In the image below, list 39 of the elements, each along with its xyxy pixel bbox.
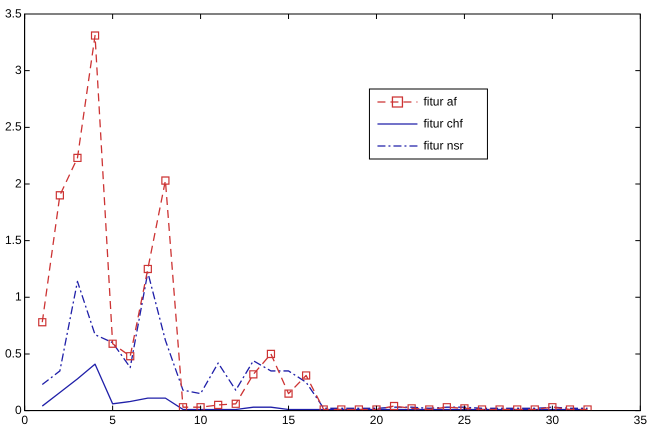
point: [232, 400, 240, 408]
point: [548, 403, 557, 411]
point: [266, 350, 276, 358]
legend-label: fitur af: [423, 94, 458, 108]
point: [302, 371, 310, 380]
point: [161, 176, 170, 185]
x-tick-label: 5: [109, 413, 116, 428]
x-tick-label: 15: [282, 413, 296, 428]
legend-label: fitur chf: [423, 116, 464, 130]
y-tick-label: 2.5: [4, 120, 22, 134]
point: [144, 264, 152, 274]
y-tick-label: 3: [14, 62, 22, 77]
y-tick-label: 0: [14, 402, 22, 417]
y-tick-label: 1: [14, 290, 22, 304]
point: [126, 352, 134, 360]
point: [178, 403, 188, 411]
point: [56, 191, 64, 200]
point: [442, 403, 451, 411]
y-tick-label: 0.5: [4, 346, 22, 360]
point: [214, 400, 222, 410]
y-tick-label: 2: [14, 176, 22, 190]
x-tick-label: 25: [458, 413, 472, 428]
y-tick-label: 1.5: [4, 232, 22, 247]
point: [408, 404, 416, 411]
point: [108, 340, 117, 348]
point: [284, 389, 293, 398]
point: [73, 154, 82, 162]
point: [196, 403, 205, 411]
x-tick-label: 30: [546, 413, 560, 428]
x-tick-label: 20: [370, 413, 384, 428]
y-tick-label: 3.5: [4, 6, 22, 20]
point: [38, 318, 46, 326]
point: [390, 402, 398, 410]
point: [460, 404, 469, 411]
point: [249, 370, 258, 378]
legend-label: fitur nsr: [423, 138, 464, 152]
point: [90, 31, 100, 40]
x-tick-label: 35: [634, 413, 648, 428]
x-tick-label: 10: [194, 413, 208, 428]
